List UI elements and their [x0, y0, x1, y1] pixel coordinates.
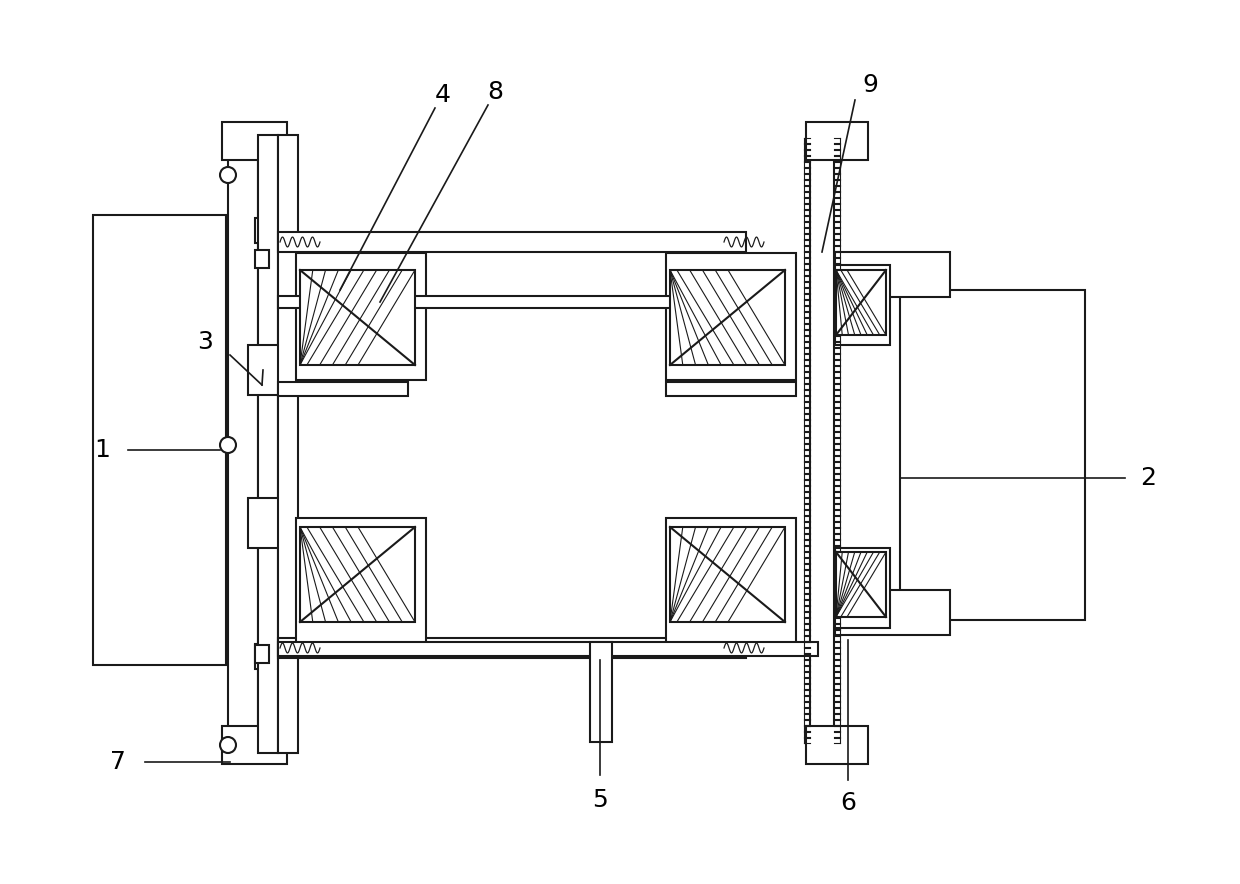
- Text: 6: 6: [839, 791, 856, 815]
- Bar: [835, 590, 950, 635]
- Bar: [255, 645, 269, 663]
- Bar: [248, 345, 283, 395]
- Bar: [222, 726, 286, 764]
- Bar: [835, 548, 890, 628]
- Bar: [666, 253, 796, 380]
- Bar: [300, 527, 415, 622]
- Bar: [835, 252, 950, 297]
- Bar: [666, 518, 796, 645]
- Bar: [278, 638, 746, 658]
- Text: 1: 1: [94, 438, 110, 462]
- Bar: [258, 135, 278, 753]
- Bar: [278, 135, 298, 753]
- Bar: [278, 232, 746, 252]
- Circle shape: [219, 737, 236, 753]
- Bar: [810, 128, 835, 758]
- Bar: [806, 122, 868, 160]
- Bar: [278, 642, 818, 656]
- Bar: [255, 644, 267, 669]
- Bar: [278, 382, 408, 396]
- Bar: [93, 215, 226, 665]
- Bar: [296, 518, 427, 645]
- Bar: [806, 726, 868, 764]
- Text: 3: 3: [197, 330, 213, 354]
- Bar: [670, 270, 785, 365]
- Bar: [836, 552, 887, 617]
- Circle shape: [219, 437, 236, 453]
- Text: 4: 4: [435, 83, 451, 107]
- Bar: [228, 128, 258, 748]
- Text: 2: 2: [1140, 466, 1156, 490]
- Bar: [900, 290, 1085, 620]
- Bar: [666, 382, 796, 396]
- Bar: [296, 253, 427, 380]
- Bar: [222, 122, 286, 160]
- Bar: [590, 642, 613, 742]
- Bar: [836, 270, 887, 335]
- Bar: [278, 296, 746, 308]
- Text: 9: 9: [862, 73, 878, 97]
- Text: 5: 5: [593, 788, 608, 812]
- Bar: [670, 527, 785, 622]
- Text: 7: 7: [110, 750, 126, 774]
- Text: 8: 8: [487, 80, 503, 104]
- Bar: [300, 270, 415, 365]
- Bar: [835, 265, 890, 345]
- Bar: [255, 250, 269, 268]
- Bar: [248, 498, 283, 548]
- Circle shape: [219, 167, 236, 183]
- Bar: [255, 218, 267, 243]
